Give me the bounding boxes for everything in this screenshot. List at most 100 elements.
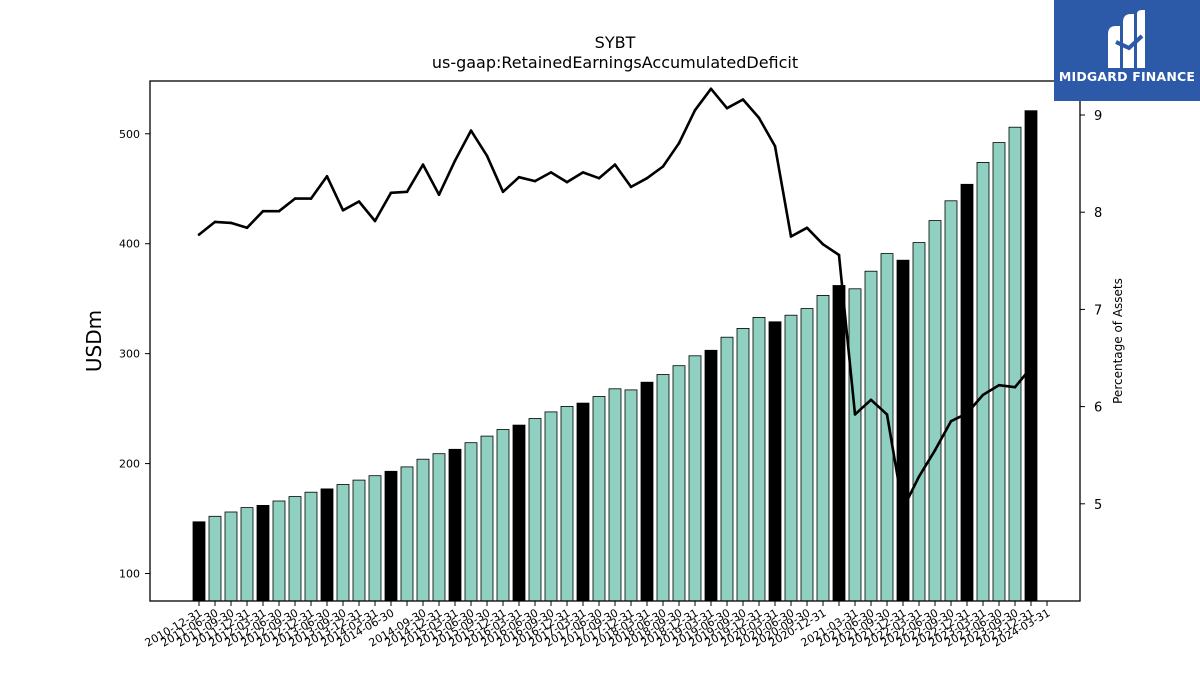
y-axis-label-left: USDm: [82, 310, 106, 372]
bar-series: [192, 110, 1038, 602]
bar: [288, 496, 302, 602]
bar: [1024, 110, 1038, 602]
line-point: [789, 235, 793, 238]
line-point: [597, 176, 601, 180]
bar: [944, 200, 958, 602]
line-point: [277, 209, 281, 213]
bar: [272, 500, 286, 602]
bar: [848, 288, 862, 602]
logo-mark-icon: [1108, 10, 1145, 68]
bar: [928, 220, 942, 602]
bar: [320, 488, 334, 602]
bar: [416, 458, 430, 602]
line-point: [821, 243, 825, 246]
bar: [400, 466, 414, 602]
line-point: [437, 193, 441, 196]
line-point: [1013, 385, 1017, 389]
bar: [976, 161, 990, 602]
bar: [256, 504, 270, 602]
bar: [960, 183, 974, 602]
line-point: [725, 106, 729, 110]
bar: [864, 270, 878, 602]
line-point: [261, 209, 265, 213]
y-axis-right: 5 6 7 8 9: [1080, 109, 1102, 513]
chart-title: SYBT: [595, 33, 636, 52]
bar: [736, 327, 750, 602]
chart-subtitle: us-gaap:RetainedEarningsAccumulatedDefic…: [432, 53, 798, 72]
brand-logo: MIDGARD FINANCE: [1054, 0, 1200, 101]
line-point: [949, 419, 953, 423]
bar: [688, 355, 702, 602]
bar: [480, 435, 494, 602]
y-tick-label: 500: [119, 128, 140, 141]
bar: [896, 259, 910, 602]
y-tick-label: 300: [119, 348, 140, 361]
bar: [816, 294, 830, 602]
line-point: [341, 209, 345, 212]
line-point: [1029, 366, 1033, 370]
line-point: [213, 220, 217, 224]
bar: [544, 411, 558, 602]
line-point: [469, 129, 473, 132]
bar: [192, 521, 206, 602]
bar: [368, 475, 382, 602]
line-point: [997, 383, 1001, 387]
bar: [304, 491, 318, 602]
line-point: [389, 191, 393, 195]
logo-text: MIDGARD FINANCE: [1058, 69, 1196, 84]
line-point: [981, 393, 985, 397]
line-point: [485, 154, 489, 158]
bar: [208, 515, 222, 602]
bar: [448, 448, 462, 602]
line-point: [565, 180, 569, 184]
line-point: [309, 197, 313, 200]
bar: [1008, 126, 1022, 602]
bar: [720, 336, 734, 602]
y-right-tick-label: 9: [1094, 109, 1102, 124]
line-point: [741, 98, 745, 101]
line-point: [229, 221, 233, 225]
bar: [752, 316, 766, 602]
y-tick-label: 400: [119, 238, 140, 251]
line-point: [549, 171, 553, 174]
line-point: [901, 507, 905, 511]
line-point: [629, 185, 633, 189]
bar: [384, 470, 398, 602]
line-point: [933, 449, 937, 452]
y-tick-label: 200: [119, 458, 140, 471]
line-point: [693, 108, 697, 112]
bar: [528, 418, 542, 602]
y-right-tick-label: 7: [1094, 303, 1102, 318]
line-point: [421, 163, 425, 166]
bar: [672, 365, 686, 602]
bar: [832, 285, 846, 602]
y-right-tick-label: 6: [1094, 401, 1102, 416]
line-point: [965, 412, 969, 415]
line-point: [501, 190, 505, 194]
line-point: [357, 200, 361, 203]
line-point: [325, 175, 329, 178]
line-point: [533, 179, 537, 183]
line-point: [869, 398, 873, 402]
y-axis-left: 100 200 300 400 500: [119, 128, 150, 581]
line-point: [373, 219, 377, 223]
y-right-tick-label: 5: [1094, 498, 1102, 513]
bar: [784, 314, 798, 602]
bar: [992, 142, 1006, 602]
bar: [240, 507, 254, 602]
line-point: [917, 475, 921, 478]
line-point: [853, 413, 857, 416]
y-axis-label-right: Percentage of Assets: [1111, 278, 1125, 404]
bar: [608, 388, 622, 602]
line-point: [837, 253, 841, 257]
line-point: [613, 163, 617, 166]
line-point: [245, 226, 249, 230]
line-series: [197, 87, 1033, 511]
line-point: [757, 116, 761, 120]
y-right-tick-label: 8: [1094, 206, 1102, 221]
bar: [624, 389, 638, 602]
bar: [800, 308, 814, 602]
line-point: [885, 413, 889, 416]
bar: [224, 511, 238, 602]
